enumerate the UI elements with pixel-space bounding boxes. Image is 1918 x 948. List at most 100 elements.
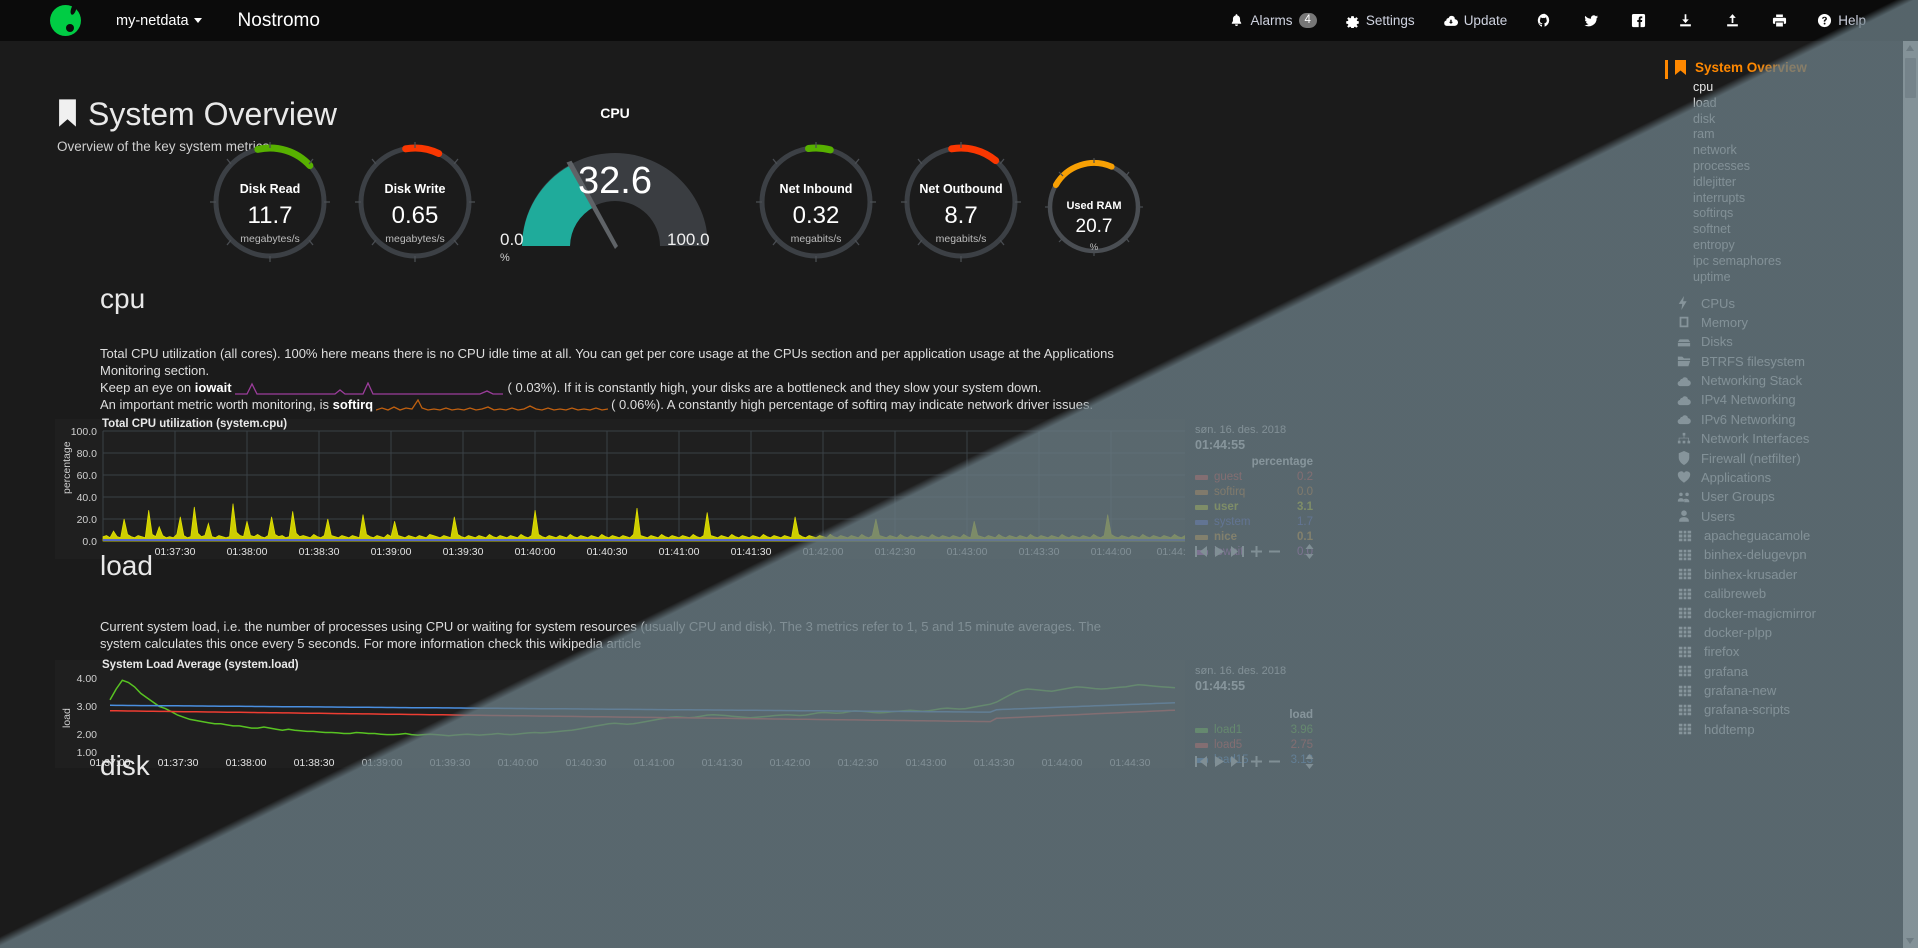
th-icon — [1678, 704, 1692, 716]
sidebar-item-apacheguacamole[interactable]: apacheguacamole — [1665, 526, 1903, 545]
sidebar-item-memory[interactable]: Memory — [1665, 313, 1903, 332]
netdata-logo-icon[interactable] — [50, 5, 81, 36]
gauge-disk-write[interactable]: Disk Write 0.65 megabytes/s — [353, 140, 477, 264]
heartbeat-icon — [1677, 471, 1691, 484]
nav-update[interactable]: Update — [1429, 0, 1522, 41]
nav-export[interactable] — [1709, 0, 1756, 41]
legend-date: søn. 16. des. 2018 — [1195, 665, 1287, 677]
gauge-net-inbound[interactable]: Net Inbound 0.32 megabits/s — [754, 140, 878, 264]
sidebar-item-calibreweb[interactable]: calibreweb — [1665, 584, 1903, 603]
sidebar-subitem-entropy[interactable]: entropy — [1693, 237, 1735, 252]
sidebar-item-label: hddtemp — [1704, 721, 1755, 737]
th-icon — [1678, 685, 1692, 696]
cpu-gauge-units: % — [500, 252, 510, 264]
page-scrollbar[interactable] — [1903, 41, 1918, 948]
sidebar-subitem-uptime[interactable]: uptime — [1693, 269, 1731, 284]
sidebar-subitem-idlejitter[interactable]: idlejitter — [1693, 174, 1737, 189]
gauge-title: Net Inbound — [779, 182, 853, 196]
host-selector[interactable]: my-netdata — [116, 13, 202, 29]
nav-import[interactable] — [1662, 0, 1709, 41]
sidebar-subitem-cpu[interactable]: cpu — [1693, 80, 1714, 94]
sidebar-item-users[interactable]: Users — [1665, 506, 1903, 525]
gauge-net-outbound[interactable]: Net Outbound 8.7 megabits/s — [899, 140, 1023, 264]
nav-settings[interactable]: Settings — [1331, 0, 1429, 41]
sidebar-item-networking-stack[interactable]: Networking Stack — [1665, 371, 1903, 390]
sidebar-item-label: grafana-scripts — [1704, 702, 1790, 718]
system-cpu-chart[interactable]: Total CPU utilization (system.cpu) perce… — [55, 418, 1362, 560]
scrollbar-up-button[interactable] — [1903, 41, 1918, 56]
sidebar-item-applications[interactable]: Applications — [1665, 468, 1903, 487]
sidebar-item-grafana-scripts[interactable]: grafana-scripts — [1665, 700, 1903, 719]
sidebar-item-system-overview[interactable]: System Overview — [1665, 41, 1903, 80]
sidebar-item-label: Users — [1701, 508, 1735, 524]
th-icon — [1678, 627, 1692, 638]
sidebar-item-binhex-krusader[interactable]: binhex-krusader — [1665, 565, 1903, 584]
nav-help[interactable]: Help — [1803, 0, 1880, 41]
scrollbar-down-button[interactable] — [1903, 933, 1918, 948]
gauge-used-ram[interactable]: Used RAM 20.7 % — [1043, 156, 1145, 258]
sidebar-active-label: System Overview — [1695, 60, 1807, 75]
sidebar-subitem-disk[interactable]: disk — [1693, 111, 1716, 126]
sidebar-subitem-load[interactable]: load — [1693, 95, 1717, 110]
cloud-icon — [1677, 376, 1691, 386]
section-description: Total CPU utilization (all cores). 100% … — [0, 345, 1230, 413]
sidebar-item-label: BTRFS filesystem — [1701, 353, 1806, 369]
sidebar-item-cpus[interactable]: CPUs — [1665, 293, 1903, 312]
github-icon — [1538, 13, 1550, 27]
sidebar-item-hddtemp[interactable]: hddtemp — [1665, 720, 1903, 739]
legend-name: load1 — [1214, 724, 1243, 736]
nav-facebook[interactable] — [1615, 0, 1662, 41]
sidebar-item-binhex-delugevpn[interactable]: binhex-delugevpn — [1665, 545, 1903, 564]
gauge-title: Disk Read — [239, 182, 301, 196]
sidebar-subitem-softnet[interactable]: softnet — [1693, 222, 1731, 237]
legend-row[interactable]: system 1.7 — [1195, 515, 1313, 530]
chart-legend: søn. 16. des. 2018 01:44:55 percentage g… — [1195, 423, 1313, 560]
sidebar-item-ipv4-networking[interactable]: IPv4 Networking — [1665, 390, 1903, 409]
sidebar-subitem-ram[interactable]: ram — [1693, 127, 1715, 142]
cpu-gauge-title: CPU — [600, 105, 630, 121]
nav-update-label: Update — [1463, 13, 1508, 28]
sidebar-subitem-processes[interactable]: processes — [1693, 158, 1750, 173]
sidebar-item-docker-plpp[interactable]: docker-plpp — [1665, 623, 1903, 642]
gauge-disk-read[interactable]: Disk Read 11.7 megabytes/s — [208, 140, 332, 264]
sidebar-item-btrfs-filesystem[interactable]: BTRFS filesystem — [1665, 351, 1903, 370]
legend-time: 01:44:55 — [1195, 679, 1246, 693]
legend-name: user — [1214, 501, 1239, 513]
sidebar-item-firefox[interactable]: firefox — [1665, 642, 1903, 661]
th-icon — [1678, 724, 1692, 735]
sidebar-item-network-interfaces[interactable]: Network Interfaces — [1665, 429, 1903, 448]
nav-github[interactable] — [1521, 0, 1568, 41]
legend-swatch — [1195, 743, 1208, 748]
legend-row[interactable]: guest 0.2 — [1195, 470, 1313, 485]
bell-icon — [1232, 14, 1242, 27]
bookmark-icon — [1675, 60, 1686, 75]
svg-text:80.0: 80.0 — [77, 448, 98, 460]
legend-row[interactable]: nice 0.1 — [1195, 530, 1313, 545]
nav-twitter[interactable] — [1568, 0, 1615, 41]
sidebar-subitem-network[interactable]: network — [1693, 143, 1737, 158]
legend-row[interactable]: softirq 0.0 — [1195, 485, 1313, 500]
sidebar-item-firewall-netfilter[interactable]: Firewall (netfilter) — [1665, 448, 1903, 467]
cloud-download-icon — [1443, 15, 1458, 26]
sidebar-item-docker-magicmirror[interactable]: docker-magicmirror — [1665, 603, 1903, 622]
sidebar-subitem-ipc-semaphores[interactable]: ipc semaphores — [1693, 253, 1782, 268]
chart-title: Total CPU utilization (system.cpu) — [102, 418, 288, 430]
sidebar-item-label: Memory — [1701, 314, 1748, 330]
sidebar-item-label: Disks — [1701, 334, 1733, 350]
nav-print[interactable] — [1756, 0, 1803, 41]
legend-row[interactable]: load1 3.96 — [1195, 723, 1313, 738]
sidebar-item-grafana[interactable]: grafana — [1665, 661, 1903, 680]
nav-alarms[interactable]: Alarms 4 — [1215, 0, 1330, 41]
sidebar-item-label: docker-plpp — [1704, 624, 1772, 640]
sidebar-subitem-softirqs[interactable]: softirqs — [1693, 206, 1734, 221]
legend-unit-header: load — [1289, 709, 1313, 721]
memory-icon — [1679, 317, 1689, 328]
scrollbar-thumb[interactable] — [1905, 58, 1916, 98]
legend-row[interactable]: user 3.1 — [1195, 500, 1313, 515]
sidebar-item-grafana-new[interactable]: grafana-new — [1665, 681, 1903, 700]
shield-icon — [1678, 451, 1690, 466]
sidebar-subitem-interrupts[interactable]: interrupts — [1693, 190, 1746, 205]
sidebar-item-user-groups[interactable]: User Groups — [1665, 487, 1903, 506]
sidebar-item-ipv6-networking[interactable]: IPv6 Networking — [1665, 410, 1903, 429]
sidebar-item-disks[interactable]: Disks — [1665, 332, 1903, 351]
